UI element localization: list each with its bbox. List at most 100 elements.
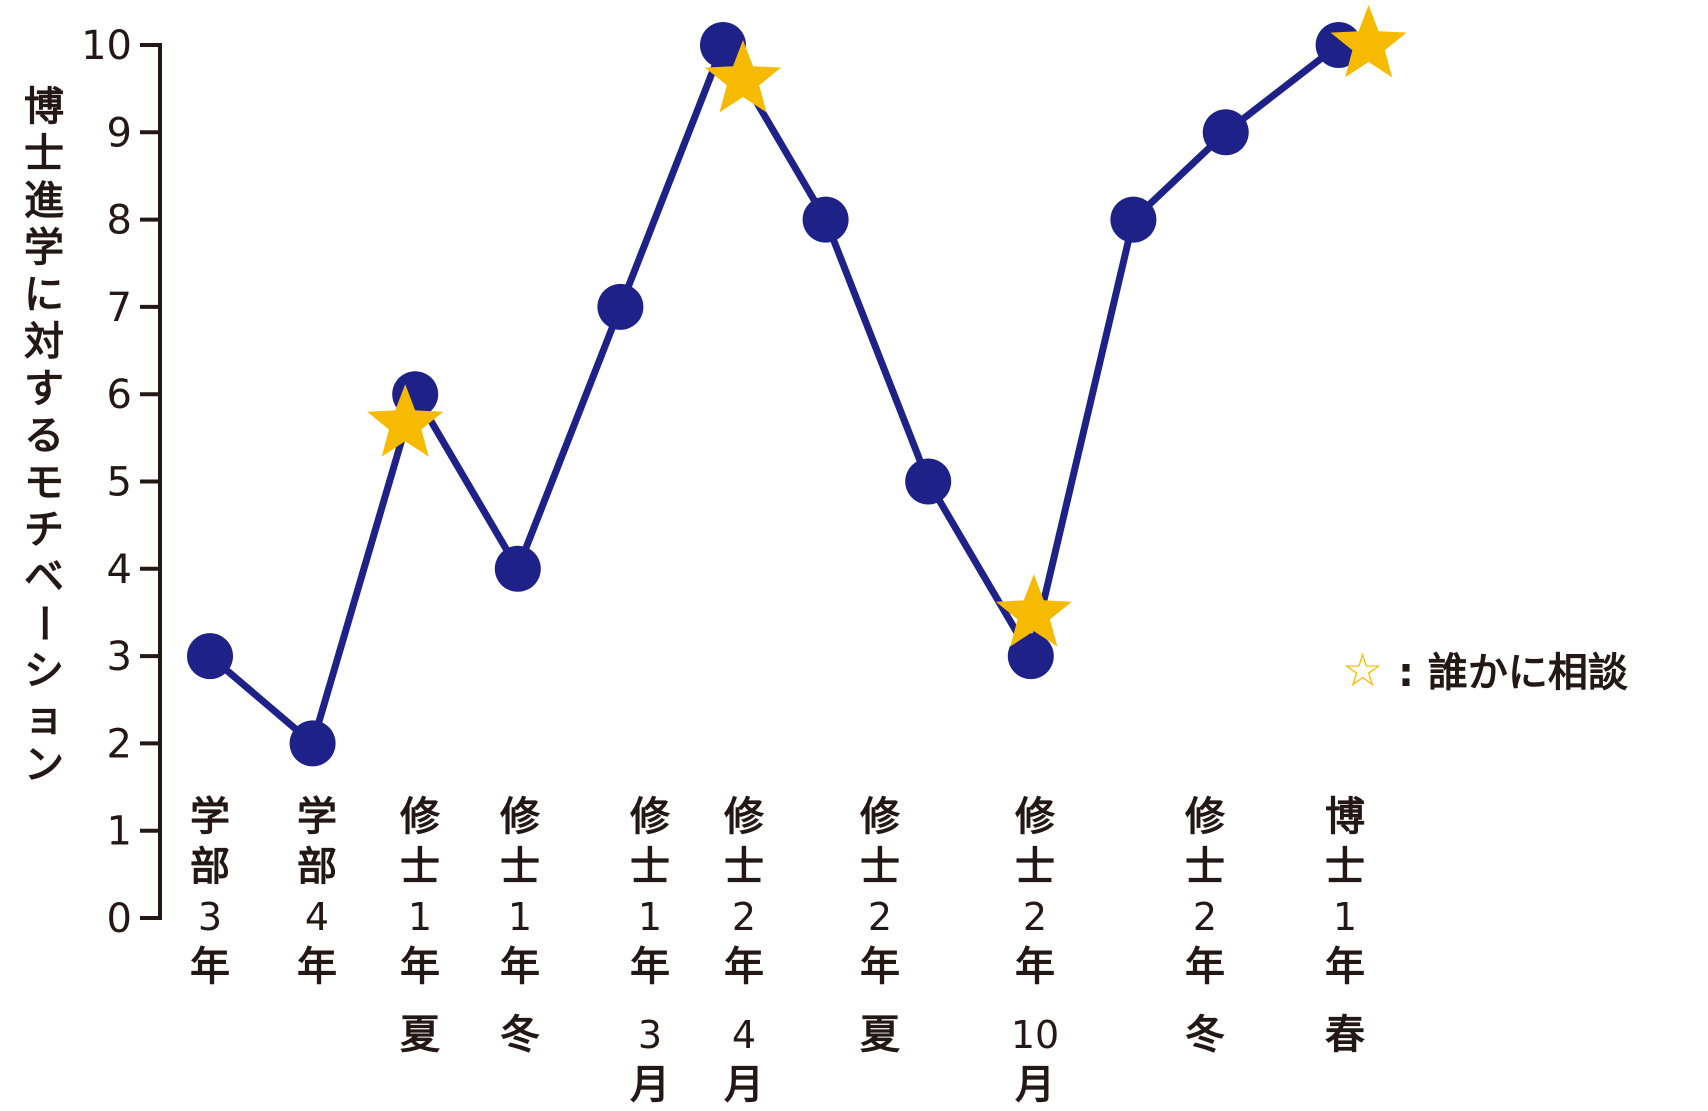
- data-point: [905, 458, 952, 505]
- y-tick-label: 5: [107, 460, 132, 506]
- y-axis-label-char: ベ: [24, 554, 64, 600]
- x-category-char: 年: [860, 944, 900, 990]
- x-category-char: 博: [1325, 794, 1365, 840]
- x-category-char: 年: [297, 944, 337, 990]
- legend: ☆ : 誰かに相談: [1342, 643, 1628, 697]
- y-tick-label: 10: [81, 23, 132, 69]
- x-category-char: 1: [1333, 895, 1357, 939]
- y-axis-label-char: ー: [20, 603, 66, 643]
- consult-star-icon: [367, 384, 444, 457]
- y-axis-label-char: 博: [24, 84, 64, 130]
- y-tick-label: 6: [107, 372, 132, 418]
- data-point: [700, 22, 746, 68]
- x-category-char: 1: [638, 895, 662, 939]
- data-point: [597, 283, 644, 330]
- x-category-labels: 学部 3 年 学部 4 年 修士 1 年夏 修士 1 年冬 修士 1 年 3 月 修士 2 年 4 月 修士 2 年夏 修士 2 年 1…: [190, 794, 1365, 1108]
- y-tick-label: 4: [107, 547, 132, 593]
- y-tick-label: 3: [107, 634, 132, 680]
- x-category-char: 士: [1325, 844, 1365, 890]
- x-category-char: 1: [408, 895, 432, 939]
- x-category-label: 修士 2 年 4 月: [724, 794, 765, 1108]
- x-category-char: 士: [860, 844, 900, 890]
- x-category-char: 春: [1325, 1012, 1365, 1058]
- x-category-char: 士: [630, 844, 670, 890]
- x-category-label: 博士 1 年春: [1325, 794, 1365, 1058]
- y-tick-label: 9: [107, 110, 132, 156]
- y-tick-labels: 0 1 2 3 4 5 6 7 8 9 10: [81, 23, 132, 942]
- x-category-char: 2: [1023, 895, 1047, 939]
- x-category-char: 年: [500, 944, 540, 990]
- y-axis: [140, 43, 162, 920]
- x-category-char: 年: [724, 944, 764, 990]
- x-category-label: 修士 1 年 3 月: [630, 794, 671, 1108]
- consult-star-icon: [995, 574, 1072, 647]
- x-category-char: 修: [630, 794, 671, 840]
- x-category-label: 学部 4 年: [297, 794, 337, 990]
- x-category-char: 冬: [1185, 1012, 1225, 1058]
- y-axis-label-char: 士: [24, 131, 64, 177]
- y-tick-label: 7: [107, 285, 132, 331]
- x-category-char: 年: [630, 944, 670, 990]
- x-category-char: 3: [638, 1013, 662, 1057]
- y-axis-label-char: シ: [24, 648, 64, 694]
- consult-star-icon: [1330, 5, 1407, 78]
- x-category-char: 部: [297, 844, 337, 890]
- x-category-char: 修: [400, 794, 441, 840]
- x-category-char: 修: [724, 794, 765, 840]
- x-category-char: 年: [1325, 944, 1365, 990]
- x-category-char: 10: [1011, 1013, 1059, 1057]
- y-axis-label-char: す: [24, 366, 64, 412]
- x-category-char: 士: [1185, 844, 1225, 890]
- x-category-char: 冬: [500, 1012, 540, 1058]
- x-category-char: 夏: [400, 1012, 441, 1058]
- x-category-char: 2: [1193, 895, 1217, 939]
- y-axis-label-char: 進: [24, 178, 64, 224]
- x-category-char: 学: [190, 794, 230, 840]
- consult-star-group: [367, 5, 1407, 647]
- x-category-char: 2: [868, 895, 892, 939]
- y-axis-label-char: 学: [24, 225, 64, 271]
- data-point-group: [187, 22, 1362, 767]
- legend-label: : 誰かに相談: [1398, 650, 1628, 696]
- x-category-char: 学: [297, 794, 337, 840]
- x-category-char: 4: [732, 1013, 756, 1057]
- x-category-char: 士: [400, 844, 440, 890]
- x-category-char: 月: [630, 1062, 670, 1108]
- x-category-char: 年: [190, 944, 230, 990]
- y-axis-label-char: 対: [24, 319, 64, 365]
- data-point: [187, 633, 233, 680]
- x-category-label: 修士 2 年 10 月: [1011, 794, 1059, 1108]
- x-category-char: 夏: [860, 1012, 901, 1058]
- x-category-char: 修: [500, 794, 541, 840]
- x-category-char: 2: [732, 895, 756, 939]
- x-category-label: 修士 2 年夏: [860, 794, 901, 1058]
- y-tick-label: 0: [107, 896, 132, 942]
- x-category-label: 修士 2 年冬: [1185, 794, 1226, 1058]
- consult-star-icon: [705, 40, 781, 113]
- legend-star-icon: ☆: [1342, 643, 1383, 697]
- x-category-char: 3: [198, 895, 222, 939]
- x-category-char: 士: [500, 844, 540, 890]
- y-axis-label-char: モ: [24, 460, 64, 506]
- x-category-char: 年: [1015, 944, 1055, 990]
- x-category-char: 修: [1015, 794, 1056, 840]
- y-tick-label: 2: [107, 721, 132, 767]
- x-category-char: 修: [1185, 794, 1226, 840]
- x-category-char: 年: [1185, 944, 1225, 990]
- y-axis-label-char: ョ: [24, 695, 64, 741]
- x-category-label: 学部 3 年: [190, 794, 230, 990]
- x-category-char: 士: [724, 844, 764, 890]
- x-category-char: 士: [1015, 844, 1055, 890]
- y-axis-label-char: チ: [24, 507, 64, 553]
- x-category-char: 部: [190, 844, 230, 890]
- y-axis-label-char: る: [24, 413, 64, 459]
- x-category-char: 年: [400, 944, 440, 990]
- y-tick-label: 8: [107, 198, 132, 244]
- y-axis-label-char: ン: [24, 742, 64, 788]
- x-category-char: 修: [860, 794, 901, 840]
- y-axis-label-char: に: [24, 272, 64, 318]
- series-line: [207, 41, 1341, 747]
- x-category-char: 月: [1015, 1062, 1055, 1108]
